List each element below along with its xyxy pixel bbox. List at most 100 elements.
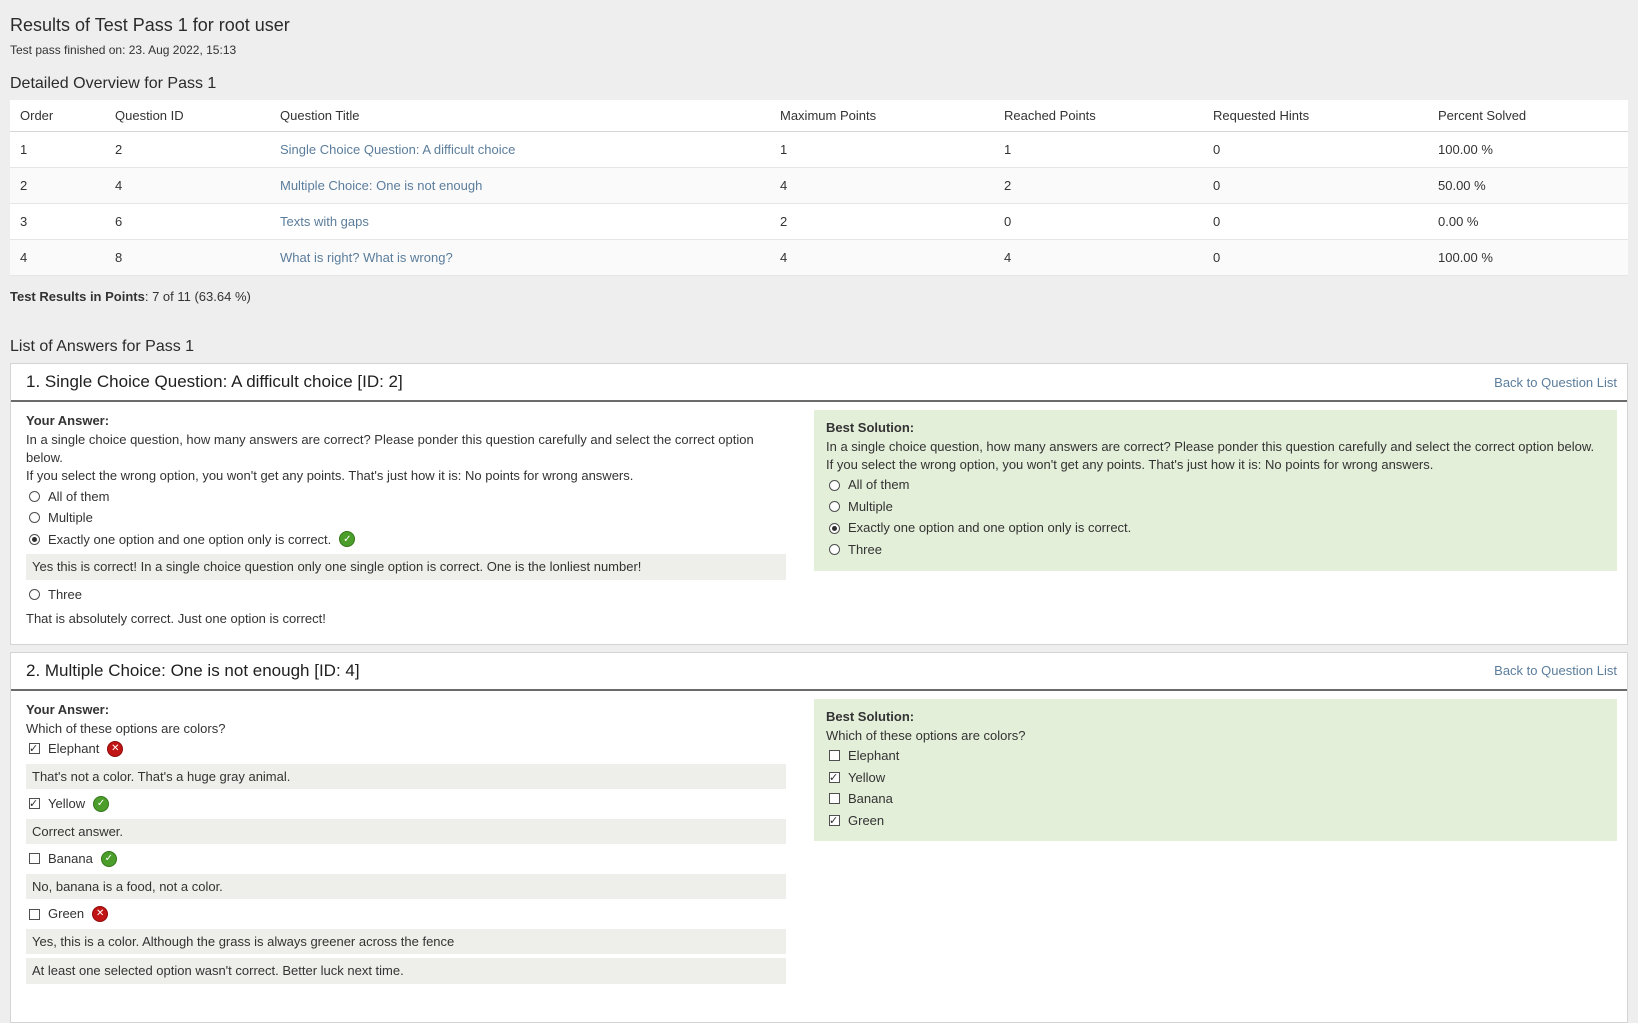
overview-heading: Detailed Overview for Pass 1 (10, 75, 217, 92)
checkbox-checked (829, 771, 840, 786)
question-title-link[interactable]: Texts with gaps (280, 214, 369, 229)
requested-hints-cell: 0 (1203, 239, 1428, 276)
checkbox-unchecked (829, 793, 840, 805)
question-title-link[interactable]: What is right? What is wrong? (280, 250, 453, 265)
order-cell: 4 (10, 239, 105, 276)
radio-button-selected (29, 533, 40, 545)
checkbox-checked (29, 797, 40, 812)
checkbox-checked (29, 742, 40, 757)
answer-option: Banana (826, 788, 1605, 810)
option-label: All of them (48, 488, 110, 504)
your-answer-column: Your Answer: In a single choice question… (26, 410, 786, 628)
option-label: Three (48, 586, 82, 602)
column-header-requested-hints: Requested Hints (1203, 100, 1428, 132)
option-feedback: Yes this is correct! In a single choice … (26, 554, 786, 580)
radio-button (829, 544, 840, 556)
option-label: Green (848, 812, 885, 828)
correct-icon: ✓ (93, 795, 110, 812)
question-panel-title: 2. Multiple Choice: One is not enough [I… (26, 660, 360, 680)
question-text: Which of these options are colors? (826, 727, 1026, 743)
option-label: Multiple (48, 510, 93, 526)
column-header-maximum-points: Maximum Points (770, 100, 994, 132)
table-header-row: Order Question ID Question Title Maximum… (10, 100, 1628, 132)
radio-button (29, 490, 40, 502)
general-feedback: That is absolutely correct. Just one opt… (26, 611, 326, 627)
reached-points-cell: 4 (994, 239, 1203, 276)
requested-hints-cell: 0 (1203, 131, 1428, 168)
question-id-cell: 4 (105, 167, 270, 204)
answer-option: All of them (26, 486, 786, 508)
your-answer-label: Your Answer: (26, 413, 110, 428)
question-text: In a single choice question, how many an… (26, 432, 754, 466)
question-title-cell: Multiple Choice: One is not enough (270, 167, 770, 204)
question-title-link[interactable]: Multiple Choice: One is not enough (280, 178, 483, 193)
question-text: Which of these options are colors? (26, 720, 226, 736)
option-label: Elephant (848, 748, 900, 764)
answer-option: Multiple (826, 496, 1605, 518)
answer-option: Three (826, 539, 1605, 561)
order-cell: 1 (10, 131, 105, 168)
question-title-cell: Texts with gaps (270, 203, 770, 240)
option-label: Three (848, 542, 882, 558)
column-header-percent-solved: Percent Solved (1428, 100, 1628, 132)
option-label: Exactly one option and one option only i… (848, 520, 1132, 536)
question-panel-2: 2. Multiple Choice: One is not enough [I… (10, 651, 1628, 1023)
percent-solved-cell: 100.00 % (1428, 239, 1628, 276)
table-row: 3 6 Texts with gaps 2 0 0 0.00 % (10, 203, 1628, 240)
page-title: Results of Test Pass 1 for root user (10, 15, 290, 35)
answer-option: Exactly one option and one option only i… (826, 517, 1605, 539)
question-text: If you select the wrong option, you won'… (826, 457, 1434, 473)
back-to-question-list-link[interactable]: Back to Question List (1494, 374, 1617, 390)
question-panel-1: 1. Single Choice Question: A difficult c… (10, 363, 1628, 645)
answer-option: Green ✕ (26, 903, 786, 925)
finished-on-text: Test pass finished on: 23. Aug 2022, 15:… (10, 43, 237, 57)
correct-icon: ✓ (339, 531, 356, 548)
best-solution-label: Best Solution: (826, 708, 915, 724)
question-panel-header: 2. Multiple Choice: One is not enough [I… (11, 653, 1627, 691)
results-summary: Test Results in Points: 7 of 11 (63.64 %… (10, 289, 1628, 304)
radio-button (29, 589, 40, 601)
option-label: Exactly one option and one option only i… (48, 531, 332, 547)
radio-button-selected (829, 522, 840, 534)
maximum-points-cell: 4 (770, 239, 994, 276)
table-row: 4 8 What is right? What is wrong? 4 4 0 … (10, 239, 1628, 276)
order-cell: 2 (10, 167, 105, 204)
question-text: If you select the wrong option, you won'… (26, 468, 634, 484)
answer-option: Green (826, 810, 1605, 832)
percent-solved-cell: 0.00 % (1428, 203, 1628, 240)
order-cell: 3 (10, 203, 105, 240)
question-panel-title: 1. Single Choice Question: A difficult c… (26, 372, 403, 391)
checkbox-unchecked (829, 750, 840, 762)
question-title-cell: What is right? What is wrong? (270, 239, 770, 276)
answer-option: Exactly one option and one option only i… (26, 529, 786, 551)
checkbox-unchecked (29, 853, 40, 865)
option-label: Elephant (48, 741, 100, 757)
answer-option: Yellow (826, 767, 1605, 789)
radio-button (829, 479, 840, 491)
radio-button (829, 501, 840, 513)
your-answer-label: Your Answer: (26, 701, 110, 717)
checkbox-checked (829, 814, 840, 829)
reached-points-cell: 1 (994, 131, 1203, 168)
option-label: Yellow (48, 796, 86, 812)
option-feedback: No, banana is a food, not a color. (26, 873, 786, 900)
best-solution-box: Best Solution: Which of these options ar… (814, 698, 1617, 842)
option-label: Multiple (848, 498, 893, 514)
option-label: Green (48, 906, 85, 922)
overview-table: Order Question ID Question Title Maximum… (10, 100, 1628, 276)
option-feedback: That's not a color. That's a huge gray a… (26, 763, 786, 790)
question-title-link[interactable]: Single Choice Question: A difficult choi… (280, 142, 516, 157)
percent-solved-cell: 100.00 % (1428, 131, 1628, 168)
question-title-cell: Single Choice Question: A difficult choi… (270, 131, 770, 168)
back-to-question-list-link[interactable]: Back to Question List (1494, 663, 1617, 679)
table-row: 2 4 Multiple Choice: One is not enough 4… (10, 167, 1628, 204)
reached-points-cell: 0 (994, 203, 1203, 240)
option-label: Banana (48, 851, 93, 867)
maximum-points-cell: 1 (770, 131, 994, 168)
question-panel-body: Your Answer: Which of these options are … (11, 691, 1627, 1022)
option-label: All of them (848, 477, 910, 493)
option-label: Banana (848, 791, 893, 807)
answer-option: Three (26, 584, 786, 606)
answer-option: Multiple (26, 507, 786, 529)
